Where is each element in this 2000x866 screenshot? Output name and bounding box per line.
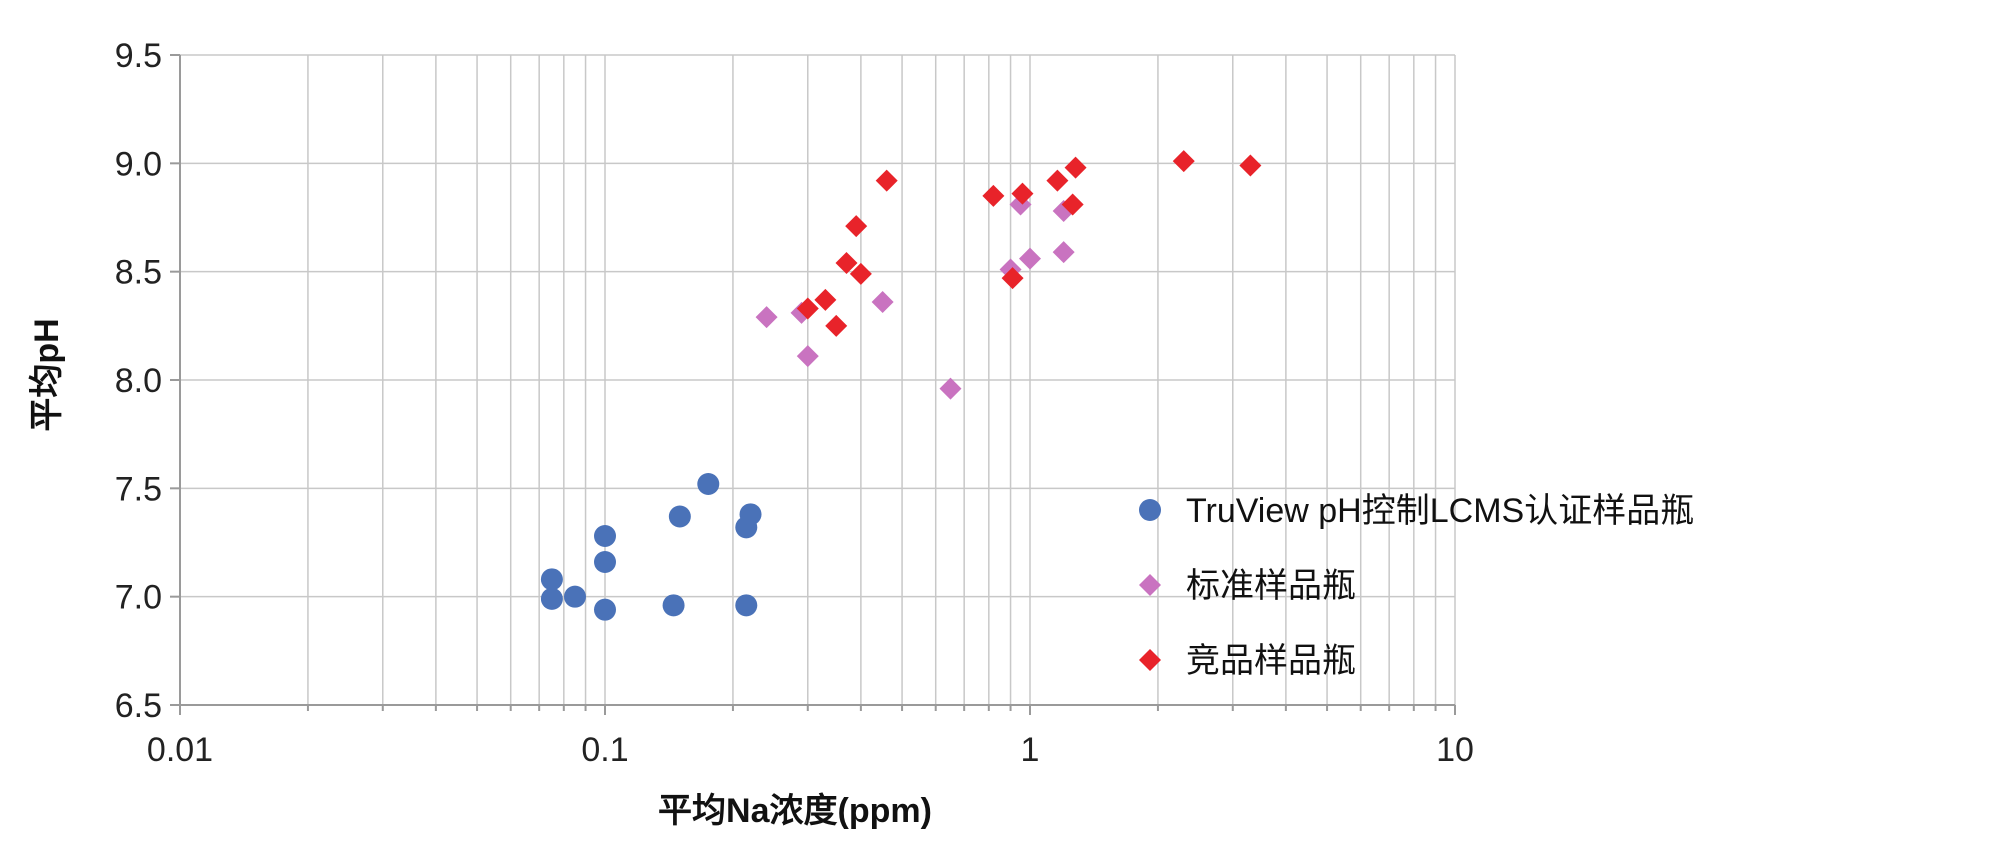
legend-item-1: TruView pH控制LCMS认证样品瓶: [1139, 492, 1694, 530]
legend-item-3: 竞品样品瓶: [1139, 642, 1356, 680]
data-point: [1061, 193, 1084, 216]
data-point: [755, 306, 778, 329]
data-point: [1239, 154, 1262, 177]
series-1: [540, 473, 762, 621]
x-tick-label: 0.1: [581, 731, 628, 769]
data-point: [1009, 193, 1032, 216]
axes: 6.5 7.0 7.5 8.0 8.5 9.0 9.5 0.01 0.1 1 10: [115, 37, 1474, 769]
data-point: [835, 252, 858, 274]
legend-label: 标准样品瓶: [1186, 567, 1356, 605]
data-point: [796, 345, 819, 368]
data-points: [540, 150, 1262, 621]
data-point: [939, 377, 962, 400]
series-3: [796, 150, 1262, 337]
data-point: [814, 288, 837, 311]
data-point: [825, 314, 848, 337]
data-point: [540, 568, 563, 591]
y-tick-label: 6.5: [115, 687, 162, 725]
legend-label: 竞品样品瓶: [1186, 642, 1356, 680]
data-point: [1019, 247, 1041, 270]
y-tick-label: 7.0: [115, 579, 162, 617]
data-point: [1172, 150, 1195, 173]
x-axis-title: 平均Na浓度(ppm): [658, 792, 932, 830]
x-tick-label: 10: [1436, 731, 1474, 769]
x-tick-label: 1: [1021, 731, 1040, 769]
data-point: [668, 505, 691, 528]
legend-label: TruView pH控制LCMS认证样品瓶: [1186, 492, 1694, 530]
legend-marker: [1139, 574, 1161, 596]
data-point: [982, 184, 1005, 207]
y-tick-label: 8.5: [115, 254, 162, 292]
data-point: [1011, 182, 1034, 205]
data-point: [875, 169, 898, 192]
grid: [180, 54, 1456, 706]
y-tick-label: 9.5: [115, 37, 162, 75]
data-point: [564, 585, 587, 608]
data-point: [594, 551, 616, 573]
data-point: [1064, 156, 1087, 179]
data-point: [540, 587, 563, 610]
data-point: [1046, 169, 1069, 192]
data-point: [735, 594, 758, 617]
data-point: [662, 594, 685, 617]
data-point: [845, 215, 868, 238]
legend-marker: [1139, 499, 1161, 521]
data-point: [849, 262, 872, 285]
data-point: [1052, 241, 1075, 264]
data-point: [871, 291, 894, 313]
legend-item-2: 标准样品瓶: [1139, 567, 1356, 605]
y-tick-label: 9.0: [115, 145, 162, 183]
legend-marker: [1139, 649, 1161, 671]
y-tick-label: 7.5: [115, 470, 162, 508]
y-tick-label: 8.0: [115, 362, 162, 400]
x-tick-label: 0.01: [147, 731, 213, 769]
data-point: [1001, 267, 1024, 290]
data-point: [594, 525, 616, 547]
data-point: [697, 473, 720, 495]
data-point: [594, 598, 616, 621]
data-point: [796, 297, 819, 320]
y-axis-title: 平均pH: [28, 318, 66, 431]
series-2: [755, 193, 1075, 400]
data-point: [739, 503, 762, 526]
